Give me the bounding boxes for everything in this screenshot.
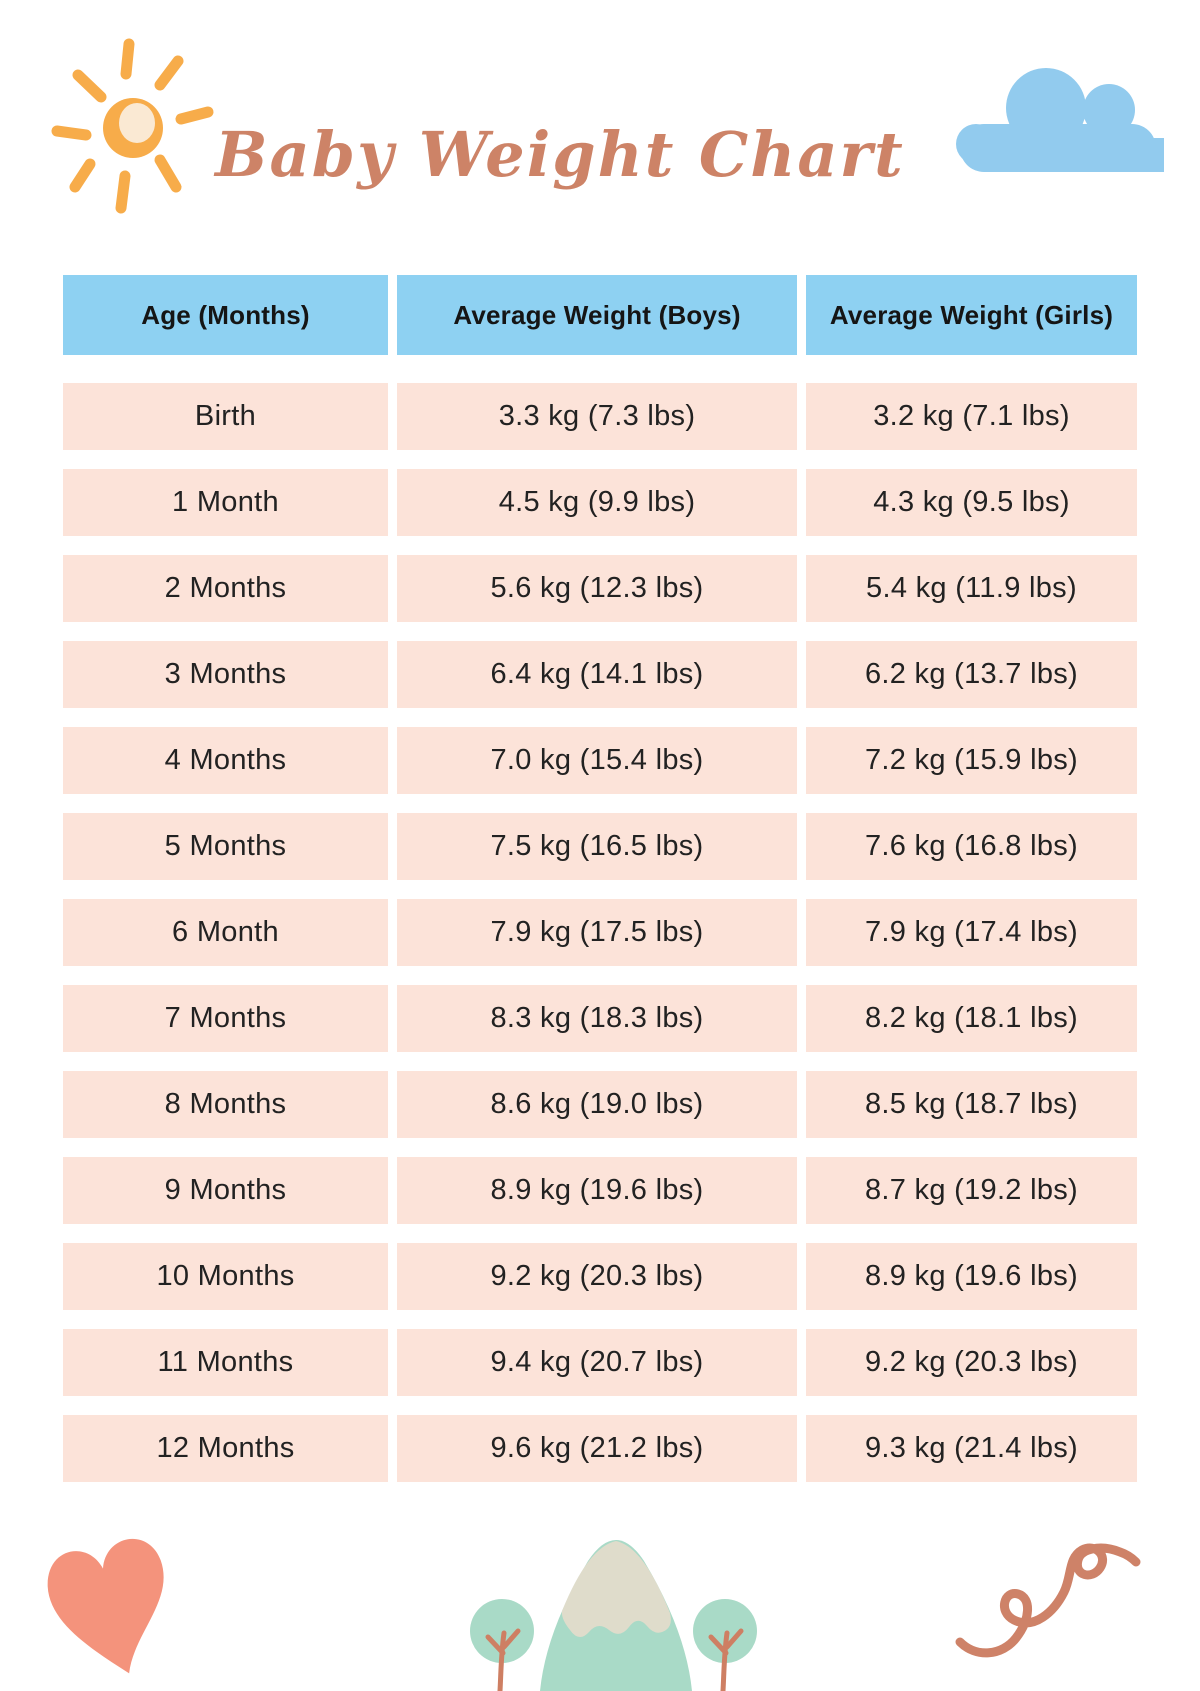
girls-weight-cell: 3.2 kg (7.1 lbs) [806, 383, 1137, 450]
age-cell: 3 Months [63, 641, 388, 708]
table-row: 6 Month 7.9 kg (17.5 lbs) 7.9 kg (17.4 lbs… [63, 899, 1137, 966]
table-row: 7 Months 8.3 kg (18.3 lbs) 8.2 kg (18.1 lb… [63, 985, 1137, 1052]
age-cell: 5 Months [63, 813, 388, 880]
table-row: 1 Month 4.5 kg (9.9 lbs) 4.3 kg (9.5 lbs) [63, 469, 1137, 536]
boys-weight-cell: 9.4 kg (20.7 lbs) [397, 1329, 797, 1396]
boys-weight-cell: 3.3 kg (7.3 lbs) [397, 383, 797, 450]
table-row: 12 Months 9.6 kg (21.2 lbs) 9.3 kg (21.4 l… [63, 1415, 1137, 1482]
age-cell: 8 Months [63, 1071, 388, 1138]
girls-weight-cell: 7.6 kg (16.8 lbs) [806, 813, 1137, 880]
age-cell: 1 Month [63, 469, 388, 536]
header-girls: Average Weight (Girls) [806, 275, 1137, 355]
weight-table-body: Birth 3.3 kg (7.3 lbs) 3.2 kg (7.1 lbs) 1 M… [63, 383, 1137, 1482]
table-header-row: Age (Months) Average Weight (Boys) Avera… [63, 275, 1137, 355]
sun-icon [51, 38, 214, 214]
squiggle-icon [955, 1543, 1141, 1658]
age-cell: 10 Months [63, 1243, 388, 1310]
cloud-icon [956, 68, 1164, 172]
table-row: 9 Months 8.9 kg (19.6 lbs) 8.7 kg (19.2 lb… [63, 1157, 1137, 1224]
boys-weight-cell: 7.9 kg (17.5 lbs) [397, 899, 797, 966]
age-cell: 9 Months [63, 1157, 388, 1224]
girls-weight-cell: 5.4 kg (11.9 lbs) [806, 555, 1137, 622]
age-cell: Birth [63, 383, 388, 450]
header-age: Age (Months) [63, 275, 388, 355]
boys-weight-cell: 7.5 kg (16.5 lbs) [397, 813, 797, 880]
table-row: 11 Months 9.4 kg (20.7 lbs) 9.2 kg (20.3 l… [63, 1329, 1137, 1396]
boys-weight-cell: 6.4 kg (14.1 lbs) [397, 641, 797, 708]
boys-weight-cell: 8.9 kg (19.6 lbs) [397, 1157, 797, 1224]
boys-weight-cell: 9.6 kg (21.2 lbs) [397, 1415, 797, 1482]
mountain-trees-icon [470, 1540, 757, 1691]
girls-weight-cell: 4.3 kg (9.5 lbs) [806, 469, 1137, 536]
girls-weight-cell: 7.9 kg (17.4 lbs) [806, 899, 1137, 966]
girls-weight-cell: 8.9 kg (19.6 lbs) [806, 1243, 1137, 1310]
table-row: Birth 3.3 kg (7.3 lbs) 3.2 kg (7.1 lbs) [63, 383, 1137, 450]
boys-weight-cell: 9.2 kg (20.3 lbs) [397, 1243, 797, 1310]
header-boys: Average Weight (Boys) [397, 275, 797, 355]
table-row: 8 Months 8.6 kg (19.0 lbs) 8.5 kg (18.7 lb… [63, 1071, 1137, 1138]
girls-weight-cell: 8.7 kg (19.2 lbs) [806, 1157, 1137, 1224]
table-row: 4 Months 7.0 kg (15.4 lbs) 7.2 kg (15.9 lb… [63, 727, 1137, 794]
girls-weight-cell: 9.3 kg (21.4 lbs) [806, 1415, 1137, 1482]
table-row: 3 Months 6.4 kg (14.1 lbs) 6.2 kg (13.7 lb… [63, 641, 1137, 708]
girls-weight-cell: 8.2 kg (18.1 lbs) [806, 985, 1137, 1052]
weight-table: Age (Months) Average Weight (Boys) Avera… [63, 275, 1137, 1501]
table-row: 2 Months 5.6 kg (12.3 lbs) 5.4 kg (11.9 lb… [63, 555, 1137, 622]
boys-weight-cell: 7.0 kg (15.4 lbs) [397, 727, 797, 794]
page-title: Baby Weight Chart [215, 118, 905, 191]
boys-weight-cell: 4.5 kg (9.9 lbs) [397, 469, 797, 536]
girls-weight-cell: 6.2 kg (13.7 lbs) [806, 641, 1137, 708]
age-cell: 11 Months [63, 1329, 388, 1396]
heart-icon [47, 1538, 164, 1674]
age-cell: 12 Months [63, 1415, 388, 1482]
age-cell: 4 Months [63, 727, 388, 794]
boys-weight-cell: 8.6 kg (19.0 lbs) [397, 1071, 797, 1138]
table-row: 5 Months 7.5 kg (16.5 lbs) 7.6 kg (16.8 lb… [63, 813, 1137, 880]
age-cell: 7 Months [63, 985, 388, 1052]
girls-weight-cell: 9.2 kg (20.3 lbs) [806, 1329, 1137, 1396]
girls-weight-cell: 8.5 kg (18.7 lbs) [806, 1071, 1137, 1138]
age-cell: 6 Month [63, 899, 388, 966]
boys-weight-cell: 8.3 kg (18.3 lbs) [397, 985, 797, 1052]
age-cell: 2 Months [63, 555, 388, 622]
table-row: 10 Months 9.2 kg (20.3 lbs) 8.9 kg (19.6 l… [63, 1243, 1137, 1310]
boys-weight-cell: 5.6 kg (12.3 lbs) [397, 555, 797, 622]
girls-weight-cell: 7.2 kg (15.9 lbs) [806, 727, 1137, 794]
